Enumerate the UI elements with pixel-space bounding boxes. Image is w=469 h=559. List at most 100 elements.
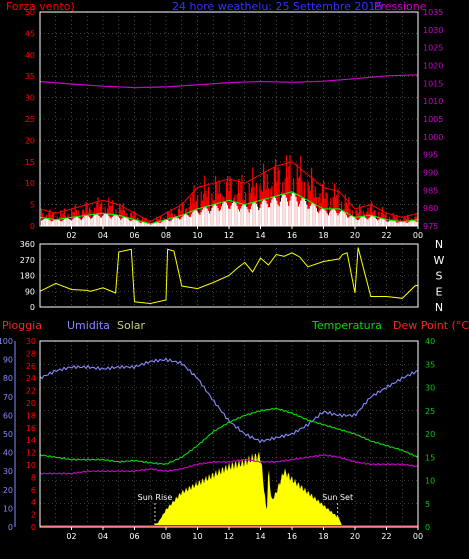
wind-avg-fill <box>351 215 353 226</box>
wind-avg-fill <box>252 203 254 226</box>
wind-avg-fill <box>335 210 337 226</box>
wind-avg-line <box>39 191 419 225</box>
wind-gust-bar <box>378 211 380 226</box>
wind-avg-fill <box>397 222 399 226</box>
wind-avg-fill <box>300 200 302 226</box>
humidity-line <box>39 357 419 444</box>
wind-avg-fill <box>362 216 364 226</box>
wind-avg-fill <box>301 198 303 226</box>
wind-avg-fill <box>104 213 106 226</box>
wind-ytick-label: 30 <box>25 94 35 103</box>
temperature-ytick-label: 5 <box>425 500 430 509</box>
wind-gust-bar <box>289 154 291 226</box>
wind-gust-bar <box>129 213 131 226</box>
wind-avg-fill <box>138 221 140 226</box>
wind-avg-fill <box>295 196 297 226</box>
wind-ytick-label: 45 <box>25 29 35 38</box>
wind-avg-fill <box>341 210 343 226</box>
wind-avg-fill <box>216 205 218 226</box>
wind-gust-bar <box>319 193 321 226</box>
wind-avg-fill <box>277 204 279 226</box>
wind-gust-bar <box>357 212 359 226</box>
wind-avg-fill <box>293 192 295 226</box>
wind-gust-bar <box>356 210 358 226</box>
wind-avg-fill <box>101 217 103 226</box>
wind-avg-fill <box>73 218 75 226</box>
wind-avg-fill <box>393 220 395 226</box>
wind-avg-fill <box>302 197 304 226</box>
wind-avg-fill <box>103 214 105 226</box>
wind-avg-fill <box>278 206 280 226</box>
wind-avg-fill <box>87 216 89 226</box>
wind-gust-bar <box>333 183 335 226</box>
wind-avg-fill <box>45 218 47 226</box>
wind-avg-fill <box>161 222 163 226</box>
wind-gust-bar <box>239 192 241 226</box>
wind-avg-fill <box>366 218 368 226</box>
rain-ytick-label: 22 <box>26 387 36 396</box>
wind-avg-fill <box>78 217 80 226</box>
wind-avg-fill <box>135 220 137 226</box>
wind-ytick-label: 25 <box>25 115 35 124</box>
wind-avg-fill <box>247 209 249 226</box>
wind-avg-fill <box>116 215 118 226</box>
wind-avg-fill <box>105 213 107 226</box>
wind-panel-xtick-label: 20 <box>350 231 360 240</box>
wind-avg-fill <box>48 219 50 226</box>
wind-avg-fill <box>165 219 167 226</box>
wind-avg-fill <box>175 217 177 226</box>
wind-gust-bar <box>89 207 91 226</box>
wind-gust-bar <box>90 209 92 226</box>
wind-avg-fill <box>309 205 311 226</box>
wind-avg-fill <box>360 217 362 226</box>
wind-avg-fill <box>361 216 363 226</box>
wind-avg-fill <box>391 220 393 226</box>
wind-avg-fill <box>343 211 345 226</box>
wind-avg-fill <box>331 209 333 226</box>
wind-avg-fill <box>373 216 375 226</box>
wind-speed-axis-label: Forza vento) <box>6 0 75 13</box>
direction-ytick-label: 0 <box>30 303 35 312</box>
wind-avg-fill <box>65 218 67 226</box>
wind-avg-fill <box>315 208 317 226</box>
wind-avg-fill <box>180 218 182 226</box>
wind-gust-bar <box>86 202 88 226</box>
wind-gust-bar <box>158 219 160 226</box>
rain-ytick-label: 26 <box>26 362 36 371</box>
wind-avg-fill <box>90 218 92 226</box>
wind-avg-fill <box>281 197 283 226</box>
wind-avg-fill <box>139 222 141 226</box>
wind-avg-fill <box>203 207 205 226</box>
wind-avg-fill <box>365 217 367 226</box>
wind-avg-fill <box>158 222 160 226</box>
wind-avg-fill <box>240 208 242 226</box>
wind-gust-bar <box>345 202 347 226</box>
wind-panel-xtick-label: 02 <box>66 231 76 240</box>
wind-avg-fill <box>189 216 191 226</box>
wind-ytick-label: 0 <box>30 222 35 231</box>
wind-gust-bar <box>167 211 169 226</box>
wind-gust-bar <box>72 211 74 226</box>
temperature-line <box>39 407 419 465</box>
wind-avg-fill <box>289 200 291 226</box>
wind-avg-fill <box>149 224 151 226</box>
pressure-ytick-label: 995 <box>423 151 438 160</box>
wind-avg-fill <box>282 195 284 226</box>
wind-avg-fill <box>222 203 224 226</box>
pressure-line <box>39 74 419 89</box>
wind-gust-bar <box>169 214 171 226</box>
wind-avg-fill <box>411 220 413 226</box>
wind-gust-bar <box>278 170 280 226</box>
wind-avg-fill <box>145 222 147 226</box>
wind-avg-fill <box>234 201 236 226</box>
wind-avg-fill <box>404 222 406 226</box>
wind-avg-fill <box>337 215 339 226</box>
wind-avg-fill <box>217 208 219 226</box>
compass-letter: N <box>435 301 443 314</box>
rain-ytick-label: 14 <box>26 436 36 445</box>
wind-avg-fill <box>98 215 100 226</box>
wind-gust-bar <box>197 194 199 226</box>
wind-gust-bar <box>240 182 242 226</box>
wind-avg-fill <box>61 221 63 226</box>
wind-avg-fill <box>385 220 387 226</box>
